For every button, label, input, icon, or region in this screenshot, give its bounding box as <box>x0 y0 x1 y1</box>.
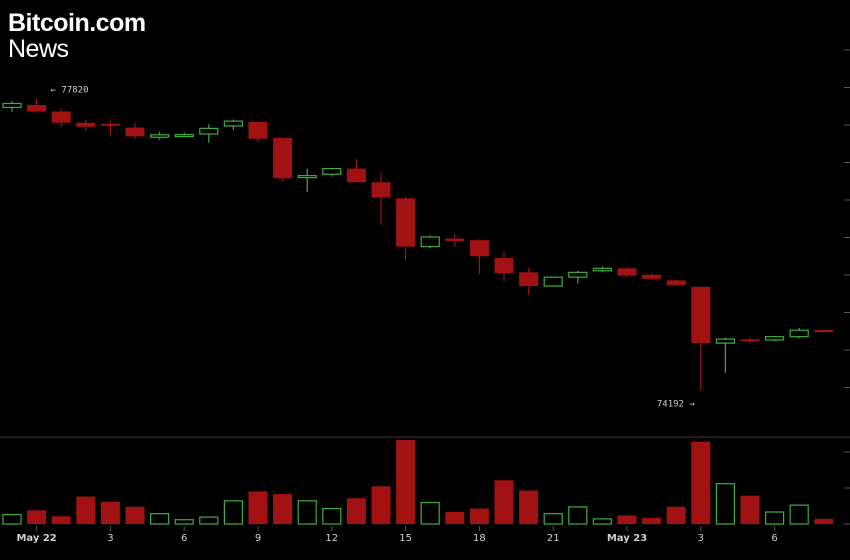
volume-bar-up <box>715 483 736 525</box>
candle-body-down <box>51 111 71 123</box>
candle-body-up <box>420 236 440 248</box>
logo-line-1: Bitcoin.com <box>8 9 146 37</box>
volume-bar-down <box>740 495 760 524</box>
volume-bar-down <box>814 518 834 524</box>
x-tick-label: 21 <box>547 533 560 544</box>
candle-body-down <box>617 268 637 276</box>
volume-bar-up <box>297 500 317 525</box>
volume-bar-down <box>273 494 293 524</box>
volume-bar-up <box>543 513 563 525</box>
volume-bar-down <box>346 498 366 524</box>
candle-body-up <box>764 336 785 341</box>
volume-bar-down <box>642 518 662 524</box>
candle-body-up <box>223 120 243 127</box>
x-tick-label: 12 <box>325 533 338 544</box>
price-annotation: 74192 → <box>657 399 696 409</box>
candle-body-down <box>445 238 465 241</box>
volume-bar-down <box>248 491 268 524</box>
candle-body-down <box>346 168 366 183</box>
candle-body-down <box>273 138 293 179</box>
volume-bar-down <box>519 490 539 524</box>
volume-bar-down <box>76 496 96 524</box>
x-tick-label: 6 <box>181 533 187 544</box>
volume-bar-down <box>469 508 489 524</box>
volume-bar-up <box>322 507 342 525</box>
candle-body-up <box>715 338 736 344</box>
candle-body-down <box>642 274 662 279</box>
candle-body-up <box>150 134 170 138</box>
x-tick-label: May 23 <box>607 533 647 544</box>
candle-body-down <box>371 182 391 198</box>
volume-bar-down <box>100 501 120 524</box>
volume-bar-up <box>568 506 588 525</box>
candle-body-down <box>396 198 416 247</box>
volume-bar-down <box>666 506 686 524</box>
volume-bar-up <box>150 513 170 525</box>
brand-logo: Bitcoin.com News <box>8 10 146 62</box>
candle-body-up <box>543 276 563 287</box>
candle-body-up <box>174 134 194 138</box>
volume-bar-down <box>617 515 637 524</box>
candle-body-up <box>199 127 219 135</box>
volume-bar-down <box>27 510 47 524</box>
candle-body-down <box>100 123 120 126</box>
candle-body-down <box>814 330 834 333</box>
candle-body-down <box>76 122 96 127</box>
volume-bar-down <box>125 506 145 524</box>
x-tick-label: 9 <box>255 533 261 544</box>
candle-body-up <box>2 102 22 109</box>
x-tick-label: May 22 <box>16 533 56 544</box>
volume-bar-down <box>494 480 514 524</box>
volume-bar-up <box>789 504 809 525</box>
candle-body-down <box>125 127 145 137</box>
volume-bar-down <box>371 486 391 524</box>
x-tick-label: 3 <box>107 533 113 544</box>
candle-body-up <box>322 167 342 175</box>
x-tick-label: 15 <box>399 533 412 544</box>
candle-body-up <box>592 267 613 272</box>
candle-body-down <box>469 240 489 257</box>
candle-body-up <box>789 329 809 338</box>
volume-bar-up <box>420 501 440 525</box>
candle-body-up <box>568 271 588 278</box>
x-tick-label: 3 <box>698 533 704 544</box>
candle-body-up <box>297 175 317 179</box>
candle-body-down <box>519 272 539 287</box>
price-annotation: ← 77820 <box>51 86 89 96</box>
candle-body-down <box>27 105 47 112</box>
volume-bar-up <box>174 519 194 525</box>
candle-body-down <box>691 286 711 344</box>
volume-bar-down <box>445 512 465 524</box>
volume-bar-up <box>764 511 785 525</box>
volume-bar-down <box>51 516 71 524</box>
candle-body-down <box>494 257 514 274</box>
x-tick-label: 18 <box>473 533 486 544</box>
candle-body-down <box>248 121 268 139</box>
logo-line-2: News <box>8 35 69 63</box>
volume-bar-up <box>199 516 219 525</box>
candle-body-down <box>740 339 760 342</box>
volume-bar-up <box>223 500 243 525</box>
volume-bar-down <box>691 441 711 524</box>
x-tick-label: 6 <box>771 533 777 544</box>
volume-bar-up <box>592 518 613 525</box>
candle-body-down <box>666 280 686 286</box>
volume-bar-down <box>396 440 416 524</box>
volume-bar-up <box>2 513 22 525</box>
